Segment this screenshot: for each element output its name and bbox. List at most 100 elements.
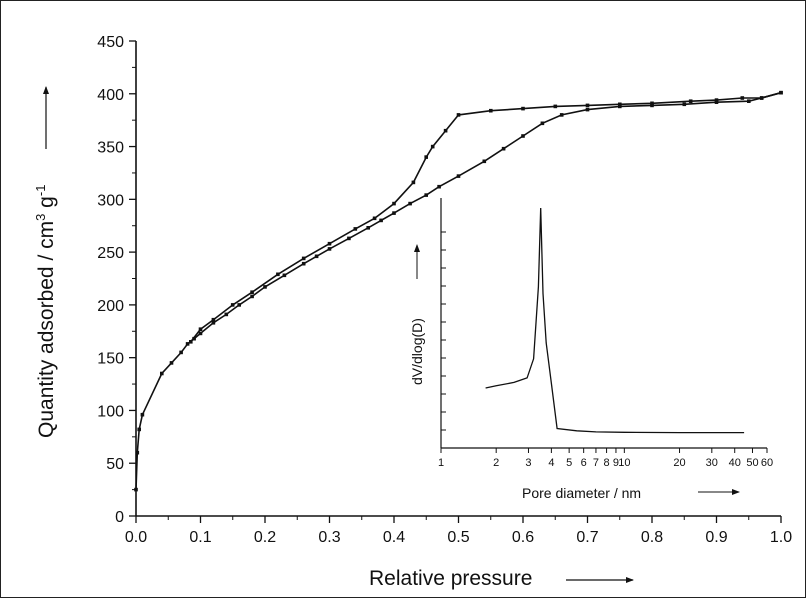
inset-y-axis-title: dV/dlog(D) (409, 318, 425, 385)
inset-x-tick-label: 30 (706, 457, 718, 469)
main-data-point (179, 350, 183, 355)
inset-x-tick-label: 6 (581, 457, 587, 469)
main-x-tick-label: 0.3 (318, 529, 340, 546)
main-x-tick-label: 0.7 (576, 529, 598, 546)
main-data-point (437, 184, 441, 189)
y-title-sup-1: 3 (33, 214, 48, 221)
main-data-point (443, 128, 448, 133)
main-y-axis-title: Quantity adsorbed / cm3 g-1 (33, 185, 58, 438)
inset-series (485, 207, 745, 434)
inset-x-tick-label: 5 (566, 457, 572, 469)
main-data-point (314, 254, 319, 259)
main-data-point (714, 100, 719, 104)
main-data-point (553, 104, 558, 109)
main-y-tick-label: 50 (106, 456, 124, 473)
main-data-point (327, 241, 332, 246)
main-data-point (501, 146, 506, 151)
inset-x-tick-label: 8 (604, 457, 610, 469)
main-data-point (650, 101, 654, 106)
inset-x-tick-label: 60 (761, 457, 773, 469)
main-data-point (740, 96, 745, 100)
main-x-tick-label: 0.5 (447, 529, 469, 546)
main-x-tick-label: 0.2 (254, 529, 276, 546)
main-data-point (430, 144, 435, 149)
main-x-ticks: 0.0 0.1 0.2 0.3 0.4 0.5 0.6 0.7 0.8 0.9 1.0 (125, 516, 792, 546)
main-data-point (301, 256, 306, 261)
main-data-point (211, 321, 216, 325)
main-data-point (618, 104, 622, 109)
main-data-point (366, 226, 370, 230)
main-data-point (521, 106, 525, 111)
main-data-point (301, 261, 306, 266)
main-y-tick-label: 250 (97, 245, 124, 262)
inset-x-tick-label: 3 (525, 457, 531, 469)
main-data-point (714, 98, 719, 102)
main-data-point (585, 107, 590, 112)
main-x-tick-label: 0.6 (512, 529, 534, 546)
main-x-axis-title: Relative pressure (369, 567, 532, 590)
main-data-point (135, 450, 140, 455)
main-data-point (424, 155, 428, 159)
main-data-point (682, 102, 687, 107)
main-data-point (137, 427, 141, 432)
main-y-tick-label: 400 (97, 87, 124, 104)
main-data-point (392, 211, 396, 215)
main-data-point (347, 236, 351, 241)
main-data-point (688, 99, 693, 103)
main-y-ticks: 0 50 100 150 200 250 300 350 400 450 (97, 34, 136, 526)
y-title-base: Quantity adsorbed / cm (35, 221, 58, 438)
main-data-point (353, 227, 358, 231)
main-data-point (650, 103, 654, 108)
main-x-tick-label: 0.0 (125, 529, 147, 546)
y-title-sup-2: -1 (33, 185, 48, 197)
main-data-point (489, 108, 493, 113)
main-x-tick-label: 0.1 (189, 529, 211, 546)
inset-series-line (485, 207, 745, 434)
inset-x-tick-label: 1 (438, 457, 444, 469)
main-data-point (230, 303, 235, 307)
main-y-tick-label: 150 (97, 351, 124, 368)
inset-background (439, 196, 771, 446)
main-data-point (759, 96, 764, 100)
main-x-tick-label: 0.8 (641, 529, 663, 546)
main-series (134, 90, 783, 492)
inset-x-axis-title: Pore diameter / nm (522, 485, 641, 501)
main-data-point (372, 216, 377, 221)
main-data-point (224, 312, 229, 317)
inset-x-tick-label: 50 (746, 457, 758, 469)
main-x-tick-label: 0.4 (383, 529, 405, 546)
main-data-point (327, 247, 332, 251)
main-plot: 0.0 0.1 0.2 0.3 0.4 0.5 0.6 0.7 0.8 0.9 1.0 050100… (33, 34, 792, 590)
main-data-point (482, 159, 487, 164)
main-data-point (559, 113, 564, 117)
main-data-point (408, 201, 412, 206)
main-data-point (379, 218, 383, 223)
main-data-point (250, 290, 254, 294)
main-data-point (160, 371, 164, 376)
main-data-point (456, 113, 461, 117)
inset-x-tick-label: 7 (593, 457, 599, 469)
main-y-tick-label: 300 (97, 192, 124, 209)
main-data-point (282, 273, 287, 278)
inset-x-tick-label: 10 (618, 457, 630, 469)
main-data-point (140, 412, 145, 417)
main-data-point (747, 99, 751, 103)
main-data-point (237, 303, 241, 307)
main-data-point (263, 285, 267, 289)
main-data-point (185, 342, 190, 346)
main-data-point (411, 180, 416, 185)
main-y-tick-label: 200 (97, 298, 124, 315)
inset-x-tick-label: 20 (673, 457, 685, 469)
main-data-point (276, 272, 280, 277)
inset-x-tick-label: 2 (493, 457, 499, 469)
inset-plot: 1 2 3 4 5 6 7 8 9 10 20 30 40 50 60 Pore diameter / nm… (409, 196, 773, 501)
y-title-mid: g (35, 196, 58, 214)
inset-x-tick-label: 4 (548, 457, 554, 469)
main-data-point (540, 121, 545, 126)
main-y-tick-label: 350 (97, 140, 124, 157)
main-data-point (456, 174, 461, 178)
main-x-tick-label: 1.0 (770, 529, 792, 546)
main-y-tick-label: 100 (97, 403, 124, 420)
inset-x-tick-label: 9 (613, 457, 619, 469)
